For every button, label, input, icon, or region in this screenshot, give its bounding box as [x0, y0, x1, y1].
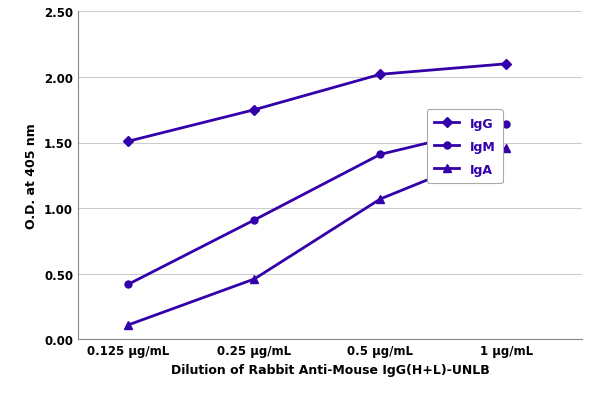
IgA [251, 277, 258, 282]
IgA [503, 146, 510, 151]
Legend: IgG, IgM, IgA: IgG, IgM, IgA [427, 110, 503, 184]
Line: IgM: IgM [125, 121, 510, 288]
IgG [377, 73, 384, 78]
IgG [125, 139, 132, 144]
IgA [125, 323, 132, 328]
IgM [377, 153, 384, 157]
Line: IgG: IgG [125, 61, 510, 145]
X-axis label: Dilution of Rabbit Anti-Mouse IgG(H+L)-UNLB: Dilution of Rabbit Anti-Mouse IgG(H+L)-U… [170, 363, 490, 376]
IgG [503, 62, 510, 67]
IgG [251, 108, 258, 113]
Y-axis label: O.D. at 405 nm: O.D. at 405 nm [25, 123, 38, 229]
Line: IgA: IgA [124, 144, 511, 329]
IgA [377, 197, 384, 202]
IgM [503, 122, 510, 127]
IgM [125, 282, 132, 287]
IgM [251, 218, 258, 223]
